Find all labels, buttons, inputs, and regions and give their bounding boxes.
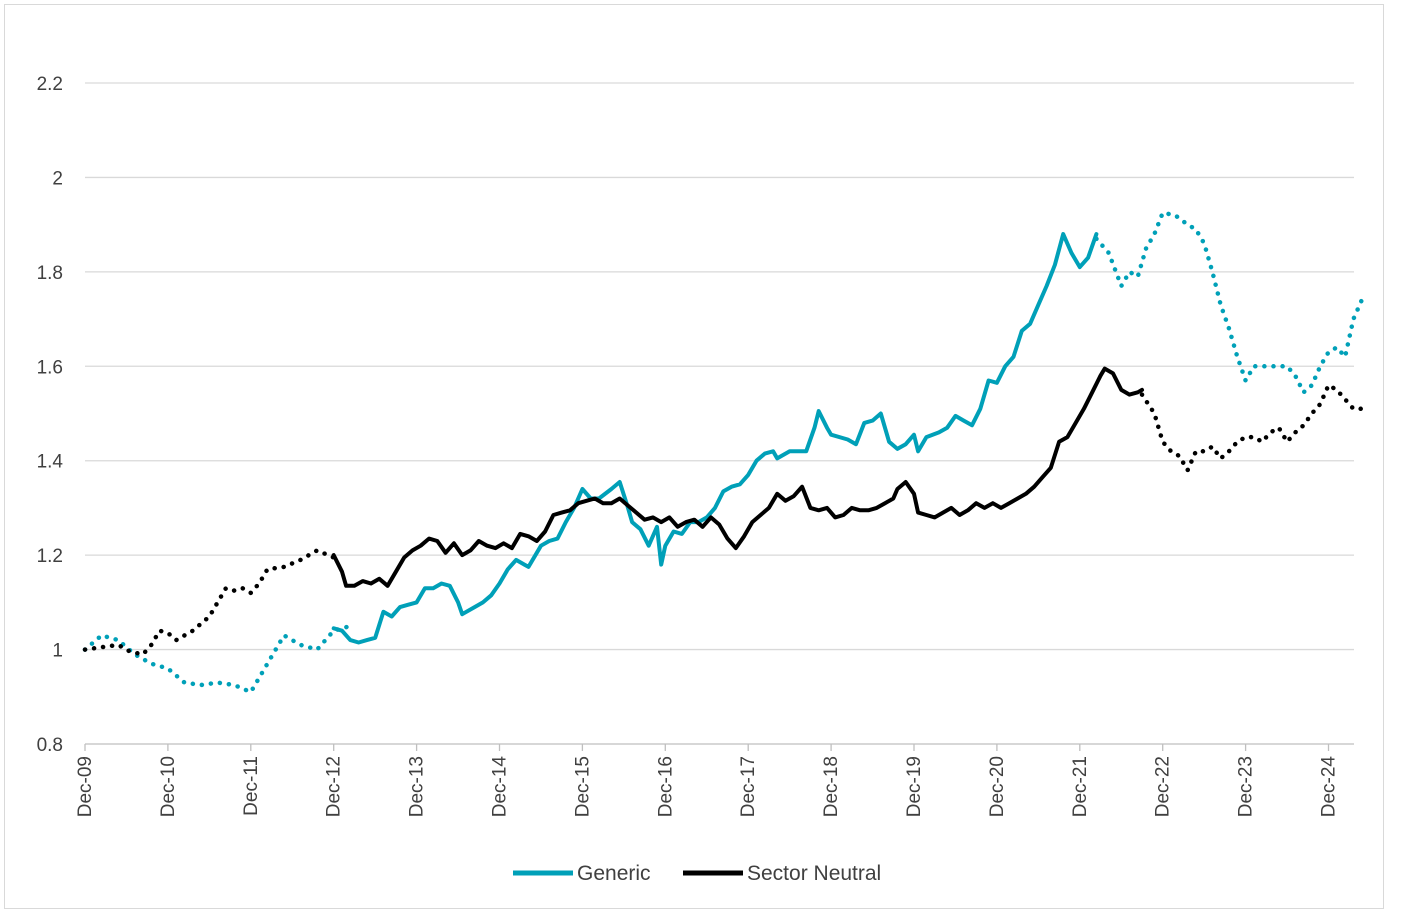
series-generic-dotted-segment: [82, 623, 353, 695]
series-sector-neutral-solid-segment: [331, 366, 1144, 588]
y-tick-label: 1.8: [37, 263, 63, 284]
x-tick-label: Dec-24: [1319, 756, 1340, 818]
series-generic-solid-segment: [331, 232, 1099, 645]
x-tick-label: Dec-16: [655, 756, 676, 817]
y-tick-label: 2: [52, 168, 63, 189]
y-tick-label: 1.2: [37, 546, 63, 567]
legend: Generic Sector Neutral: [513, 862, 881, 885]
series-sector-neutral-dotted-segment: [1139, 382, 1364, 473]
axes: [84, 743, 1354, 751]
series-generic-dotted-segment: [1094, 210, 1364, 395]
x-tick-label: Dec-11: [241, 756, 262, 816]
y-tick-label: 0.8: [37, 735, 63, 756]
x-tick-label: Dec-18: [821, 756, 842, 817]
chart-frame: 0.8 1 1.2 1.4 1.6 1.8 2 2.2 Dec-09 Dec-10 Dec-11 D…: [4, 4, 1384, 909]
x-tick-label: Dec-19: [904, 756, 925, 817]
x-tick-label: Dec-20: [987, 756, 1008, 817]
y-axis-tick-labels: 0.8 1 1.2 1.4 1.6 1.8 2 2.2: [37, 74, 64, 756]
legend-label-generic: Generic: [577, 862, 651, 885]
x-tick-label: Dec-15: [572, 756, 593, 817]
legend-label-sector-neutral: Sector Neutral: [747, 862, 881, 885]
y-tick-label: 1.6: [37, 357, 63, 378]
series-sector-neutral-dotted-segment: [82, 548, 336, 657]
x-tick-label: Dec-17: [738, 756, 759, 817]
grid-lines: [85, 82, 1354, 651]
y-tick-label: 2.2: [37, 74, 63, 95]
x-tick-label: Dec-23: [1236, 756, 1257, 817]
line-chart: 0.811.21.41.61.822.2 Dec-09 Dec-10 Dec-11 D…: [37, 74, 1364, 885]
series-lines: [82, 210, 1364, 695]
y-tick-label: 1: [52, 641, 63, 662]
x-tick-label: Dec-09: [75, 756, 96, 817]
x-tick-label: Dec-14: [490, 756, 511, 818]
x-tick-label: Dec-21: [1070, 756, 1091, 817]
y-tick-label: 1.4: [37, 452, 64, 473]
x-tick-label: Dec-10: [158, 756, 179, 817]
x-tick-label: Dec-13: [407, 756, 428, 817]
x-tick-label: Dec-12: [324, 756, 345, 817]
x-tick-label: Dec-22: [1153, 756, 1174, 817]
x-axis-tick-labels: Dec-09 Dec-10 Dec-11 Dec-12 Dec-13 Dec-14 Dec-…: [75, 756, 1340, 818]
